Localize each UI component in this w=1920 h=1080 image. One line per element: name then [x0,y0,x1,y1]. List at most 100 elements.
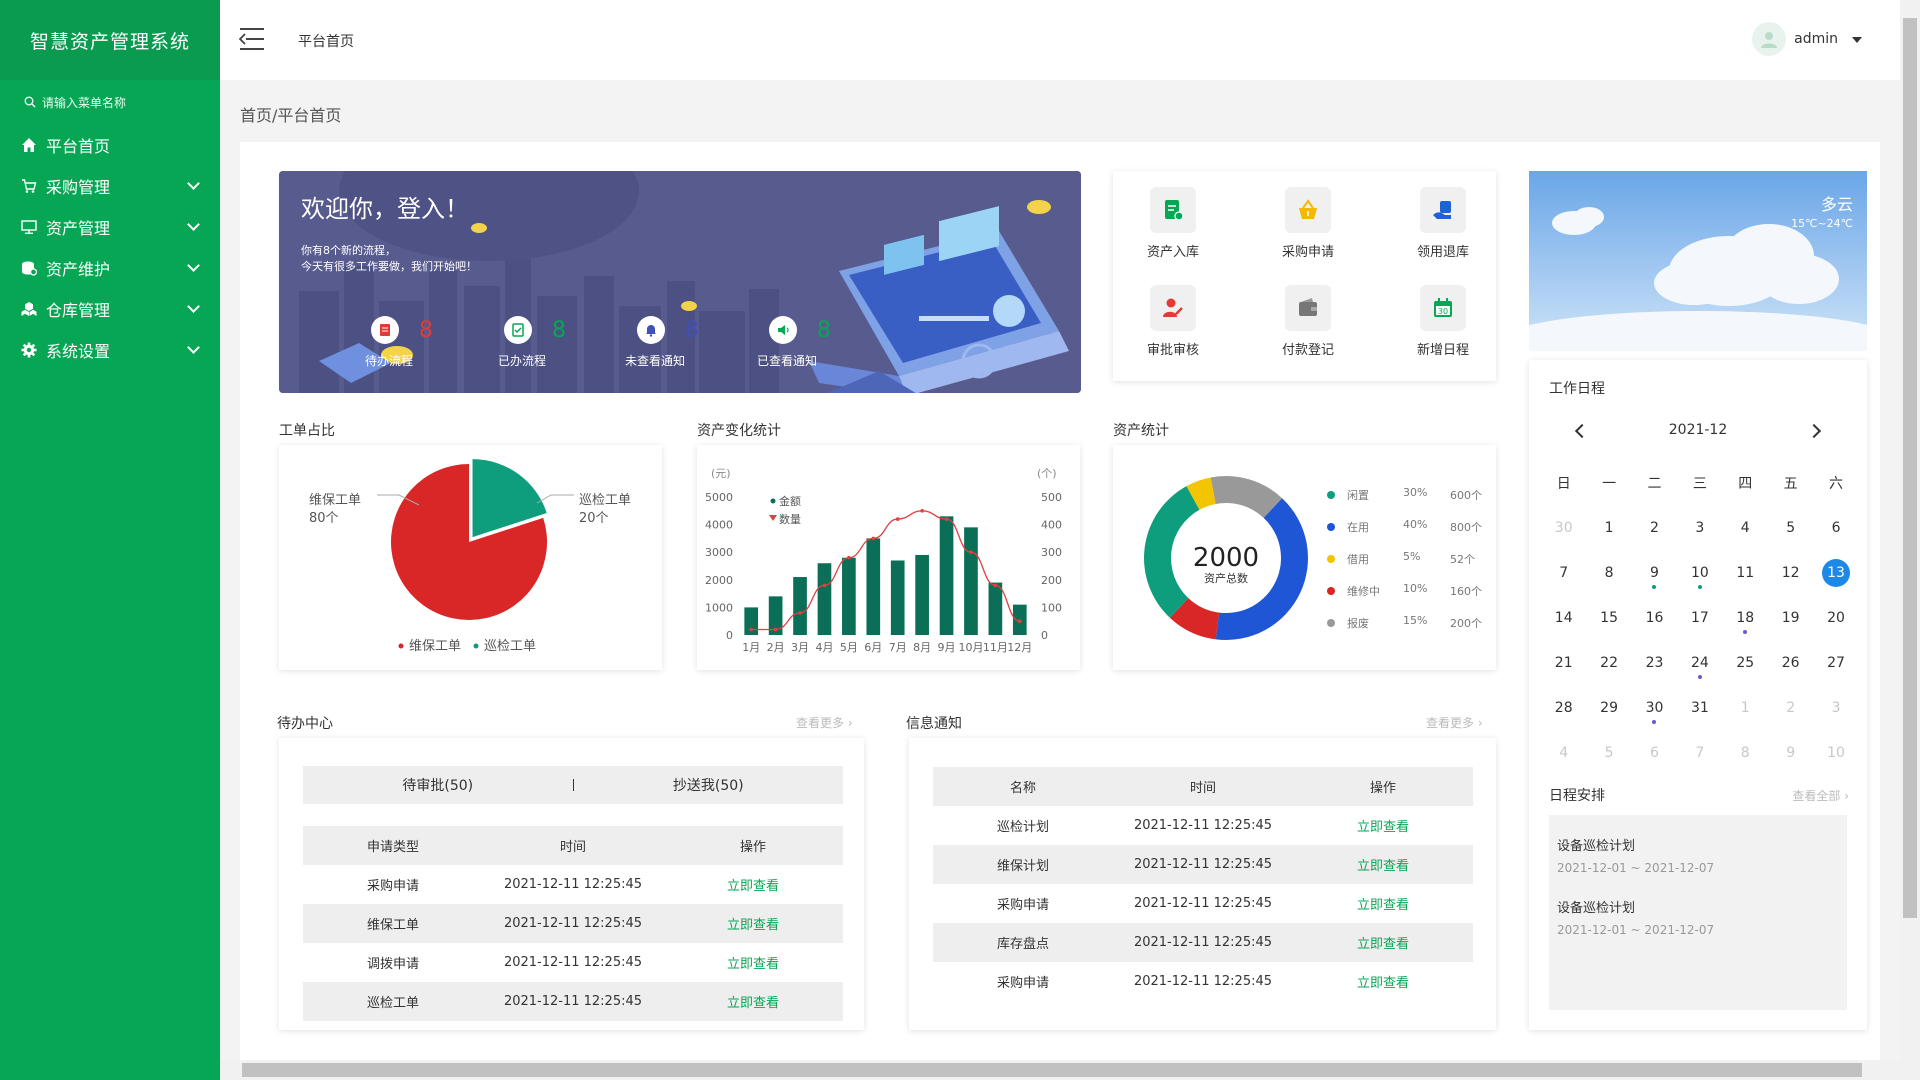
legend-marker [1327,491,1335,499]
sidebar-item-warehouse[interactable]: 仓库管理 [0,288,220,329]
sidebar-item-settings[interactable]: 系统设置 [0,329,220,370]
x-tick-label: 10月 [958,641,983,654]
calendar-day[interactable]: 6 [1632,745,1677,761]
pie-annotation: 巡检工单 [579,493,631,508]
calendar-day[interactable]: 16 [1632,610,1677,626]
cell-time: 2021-12-11 12:25:45 [503,916,643,931]
schedule-item-name[interactable]: 设备巡检计划 [1557,839,1636,854]
view-link[interactable]: 立即查看 [1356,859,1409,874]
view-link[interactable]: 立即查看 [726,996,779,1011]
user-menu[interactable]: admin [1752,22,1862,56]
calendar-day[interactable]: 8 [1723,745,1768,761]
y-tick-label-right: 0 [1041,629,1048,642]
calendar-day[interactable]: 11 [1723,565,1768,581]
calendar-day[interactable]: 7 [1541,565,1586,581]
menu-search-input[interactable]: 请输入菜单名称 [0,80,220,124]
tool-icon [20,259,38,277]
sidebar-item-maintenance[interactable]: 资产维护 [0,247,220,288]
cell-type: 采购申请 [366,879,419,894]
calendar-day[interactable]: 20 [1813,610,1858,626]
quick-link-asset-in[interactable]: 资产入库 [1123,187,1223,260]
calendar-day[interactable]: 2 [1632,520,1677,536]
calendar-day[interactable]: 15 [1586,610,1631,626]
calendar-day[interactable]: 19 [1768,610,1813,626]
calendar-day[interactable]: 26 [1768,655,1813,671]
calendar-day-number: 5 [1786,519,1796,536]
calendar-day[interactable]: 30 [1632,700,1677,724]
calendar-day[interactable]: 12 [1768,565,1813,581]
quick-link-approve[interactable]: 审批审核 [1123,285,1223,358]
table-row: 采购申请 2021-12-11 12:25:45 立即查看 [303,865,843,904]
calendar-day[interactable]: 14 [1541,610,1586,626]
calendar-day-number: 26 [1781,654,1800,671]
calendar-day[interactable]: 1 [1586,520,1631,536]
horizontal-scrollbar[interactable] [220,1060,1900,1080]
quick-link-return[interactable]: 领用退库 [1393,187,1493,260]
weekday-label: 五 [1783,475,1798,492]
calendar-day[interactable]: 28 [1541,700,1586,716]
line-point [773,627,778,632]
calendar-day[interactable]: 27 [1813,655,1858,671]
calendar-day[interactable]: 22 [1586,655,1631,671]
calendar-day[interactable]: 6 [1813,520,1858,536]
cell-type: 调拨申请 [366,957,419,972]
calendar-day-number: 6 [1831,519,1841,536]
menu-toggle-icon[interactable] [239,28,264,50]
view-link[interactable]: 立即查看 [726,879,779,894]
calendar-day[interactable]: 9 [1768,745,1813,761]
calendar-day[interactable]: 3 [1677,520,1722,536]
scrollbar-thumb[interactable] [242,1063,1862,1077]
todo-more-link[interactable]: 查看更多 › [796,716,853,730]
event-dot [1743,629,1748,634]
legend-count: 800个 [1450,521,1482,534]
calendar-day[interactable]: 29 [1586,700,1631,716]
sidebar-item-purchase[interactable]: 采购管理 [0,165,220,206]
cell-time: 2021-12-11 12:25:45 [1133,935,1273,950]
calendar-day[interactable]: 30 [1541,520,1586,536]
schedule-more-link[interactable]: 查看全部 › [1792,789,1849,803]
tab-cc-me[interactable]: 抄送我(50) [672,778,744,794]
calendar-day[interactable]: 4 [1723,520,1768,536]
schedule-item-name[interactable]: 设备巡检计划 [1557,901,1636,916]
calendar-day[interactable]: 23 [1632,655,1677,671]
calendar-day[interactable]: 31 [1677,700,1722,716]
view-link[interactable]: 立即查看 [726,957,779,972]
calendar-day[interactable]: 5 [1586,745,1631,761]
calendar-day[interactable]: 9 [1632,565,1677,589]
calendar-day[interactable]: 4 [1541,745,1586,761]
calendar-day[interactable]: 17 [1677,610,1722,626]
view-link[interactable]: 立即查看 [1356,976,1409,991]
notice-more-link[interactable]: 查看更多 › [1426,716,1483,730]
calendar-day[interactable]: 21 [1541,655,1586,671]
calendar-day[interactable]: 18 [1723,610,1768,634]
calendar-day[interactable]: 8 [1586,565,1631,581]
tab-pending-approval[interactable]: 待审批(50) [402,778,474,794]
sidebar-item-assets[interactable]: 资产管理 [0,206,220,247]
view-link[interactable]: 立即查看 [726,918,779,933]
calendar-day[interactable]: 5 [1768,520,1813,536]
bar [842,557,856,635]
calendar-day[interactable]: 13 [1813,558,1858,587]
legend-count: 600个 [1450,489,1482,502]
quick-link-payment[interactable]: 付款登记 [1258,285,1358,358]
sidebar-item-home[interactable]: 平台首页 [0,124,220,165]
view-link[interactable]: 立即查看 [1356,898,1409,913]
legend-count: 200个 [1450,617,1482,630]
leader-line [536,494,574,504]
calendar-day[interactable]: 25 [1723,655,1768,671]
calendar-day[interactable]: 10 [1813,745,1858,761]
view-link[interactable]: 立即查看 [1356,937,1409,952]
calendar-day[interactable]: 10 [1677,565,1722,589]
view-link[interactable]: 立即查看 [1356,820,1409,835]
calendar-day[interactable]: 7 [1677,745,1722,761]
calendar-day[interactable]: 2 [1768,700,1813,716]
scrollbar-thumb[interactable] [1903,18,1917,918]
calendar-day[interactable]: 24 [1677,655,1722,679]
calendar-day[interactable]: 1 [1723,700,1768,716]
calendar-day[interactable]: 3 [1813,700,1858,716]
quick-link-purchase[interactable]: 采购申请 [1258,187,1358,260]
calendar-day-number: 31 [1690,699,1709,716]
quick-link-add-schedule[interactable]: 30 新增日程 [1393,285,1493,358]
section-title-asset-change: 资产变化统计 [697,423,781,439]
vertical-scrollbar[interactable] [1900,0,1920,1080]
